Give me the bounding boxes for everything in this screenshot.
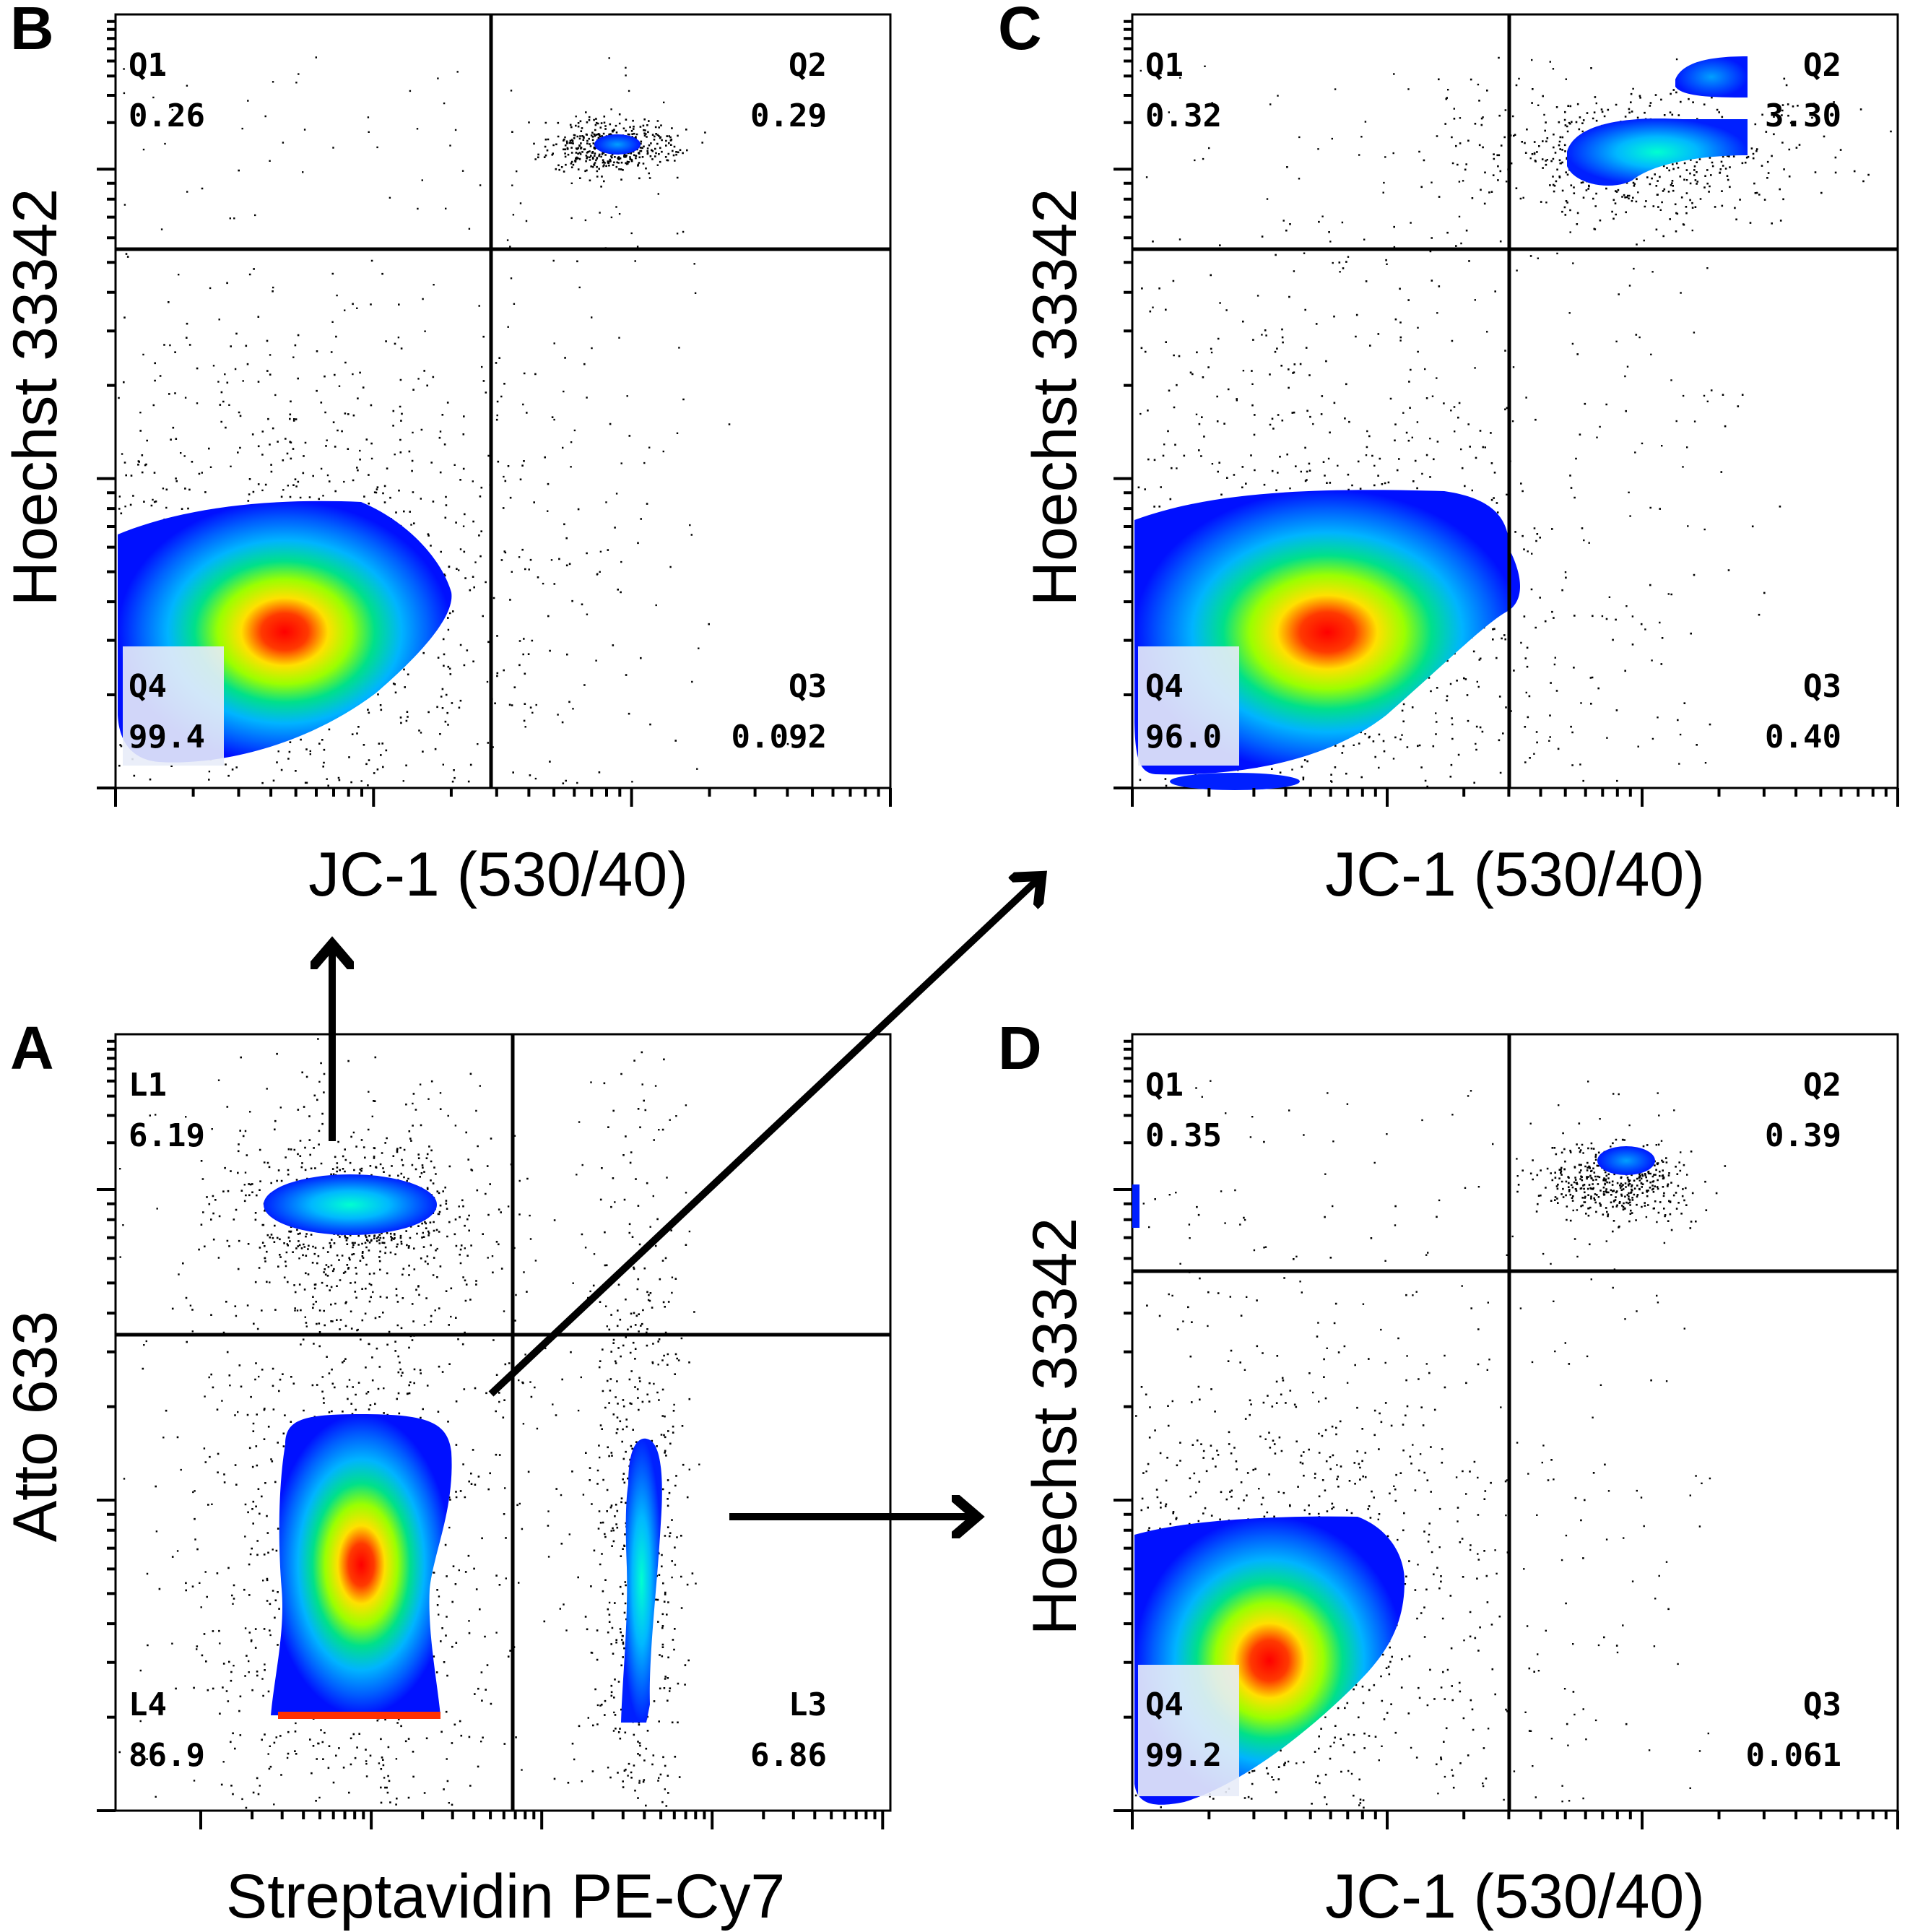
panel-a-l1-value: 6.19	[129, 1117, 205, 1154]
panel-d-frame	[1131, 1033, 1899, 1812]
panel-c: C Q1 0.32 Q2 3.30 Q3 0.40 Q4 96.0 JC-1 (…	[998, 0, 1899, 909]
panel-a-letter: A	[10, 1014, 54, 1082]
panel-b-y-label: Hoechst 33342	[1, 189, 70, 607]
panel-c-q2-subcluster	[1675, 56, 1748, 98]
panel-a-ticks	[97, 1039, 885, 1829]
panel-d-q4-name: Q4	[1145, 1686, 1184, 1723]
panel-b-letter: B	[10, 0, 54, 62]
panel-d-edge-band	[1132, 1184, 1140, 1228]
panel-b-q3-name: Q3	[789, 668, 827, 705]
panel-a-l4-value: 86.9	[129, 1737, 205, 1774]
panel-b-q1-value: 0.26	[129, 98, 205, 134]
panel-b-q1-name: Q1	[129, 47, 167, 84]
panel-d-q1-name: Q1	[1145, 1067, 1184, 1104]
panel-a-l4-cluster	[271, 1414, 452, 1715]
panel-c-bottom-band	[1170, 773, 1300, 790]
panel-c-frame	[1131, 13, 1899, 789]
panel-b-q3-value: 0.092	[732, 719, 827, 755]
panel-b-q4-label-box	[123, 646, 224, 766]
panel-a-y-label: Atto 633	[1, 1311, 70, 1542]
panel-c-q1-value: 0.32	[1145, 98, 1222, 134]
panel-b-q4-value: 99.4	[129, 719, 205, 755]
panel-b-frame	[114, 13, 892, 789]
panel-c-letter: C	[998, 0, 1042, 62]
panel-d-tick-marks	[1114, 1039, 1899, 1829]
panel-c-q3-value: 0.40	[1765, 719, 1841, 755]
panel-d-q3-value: 0.061	[1746, 1737, 1841, 1774]
panel-b: B Q1 0.26 Q2 0.29 Q3 0.092 Q4 99.4 JC-1 …	[1, 0, 892, 909]
panel-c-q4-value: 96.0	[1145, 719, 1222, 755]
panel-d-y-label: Hoechst 33342	[1020, 1218, 1090, 1636]
arrow-a-to-c	[488, 878, 1040, 1397]
panel-c-q3-name: Q3	[1803, 668, 1841, 705]
panel-d-q2-value: 0.39	[1765, 1117, 1841, 1154]
panel-a-l3-value: 6.86	[750, 1737, 827, 1774]
panel-d-q3-name: Q3	[1803, 1686, 1841, 1723]
panel-b-tick-marks	[97, 20, 892, 807]
panel-a-l3-name: L3	[789, 1686, 827, 1723]
panel-a-frame	[114, 1033, 892, 1812]
panel-d: D Q1 0.35 Q2 0.39 Q3 0.061 Q4 99.2 JC-1 …	[998, 1014, 1899, 1931]
panel-d-q4-value: 99.2	[1145, 1737, 1222, 1774]
panel-a-x-label: Streptavidin PE-Cy7	[226, 1862, 785, 1931]
panel-c-q2-name: Q2	[1803, 47, 1841, 84]
panel-c-q2-cluster	[1567, 118, 1748, 186]
panel-b-q4-name: Q4	[129, 668, 167, 705]
panel-a: A L1 6.19 L4 86.9 L3 6.86 Streptavidin P…	[1, 1014, 892, 1931]
panel-b-q2-cluster	[594, 134, 641, 155]
panel-a-l4-floor	[278, 1712, 440, 1719]
panel-b-ticks	[97, 20, 892, 807]
panel-c-x-label: JC-1 (530/40)	[1325, 840, 1705, 909]
panel-c-q4-label-box	[1138, 646, 1239, 766]
panel-b-q2-name: Q2	[789, 47, 827, 84]
panel-c-ticks	[1114, 20, 1899, 807]
panel-c-q1-name: Q1	[1145, 47, 1184, 84]
panel-a-tick-marks	[97, 1039, 885, 1829]
panel-d-q1-value: 0.35	[1145, 1117, 1222, 1154]
panel-d-letter: D	[998, 1014, 1042, 1082]
panel-a-l1-cluster	[264, 1174, 437, 1235]
panel-d-q4-label-box	[1138, 1665, 1239, 1796]
panel-a-l4-name: L4	[129, 1686, 167, 1723]
panel-d-x-label: JC-1 (530/40)	[1325, 1862, 1705, 1931]
panel-d-ticks	[1114, 1039, 1899, 1829]
panel-a-l1-name: L1	[129, 1067, 167, 1104]
panel-b-q2-value: 0.29	[750, 98, 827, 134]
arrows	[332, 878, 1040, 1517]
panel-a-density	[264, 1174, 662, 1723]
panel-d-q2-name: Q2	[1803, 1067, 1841, 1104]
panel-c-q4-name: Q4	[1145, 668, 1184, 705]
panel-d-q2-cluster	[1597, 1146, 1655, 1175]
panel-c-y-label: Hoechst 33342	[1020, 189, 1090, 607]
panel-c-tick-marks	[1114, 20, 1899, 807]
panel-a-l3-cluster	[621, 1438, 662, 1723]
panel-c-q2-value: 3.30	[1765, 98, 1841, 134]
panel-b-x-label: JC-1 (530/40)	[308, 840, 688, 909]
